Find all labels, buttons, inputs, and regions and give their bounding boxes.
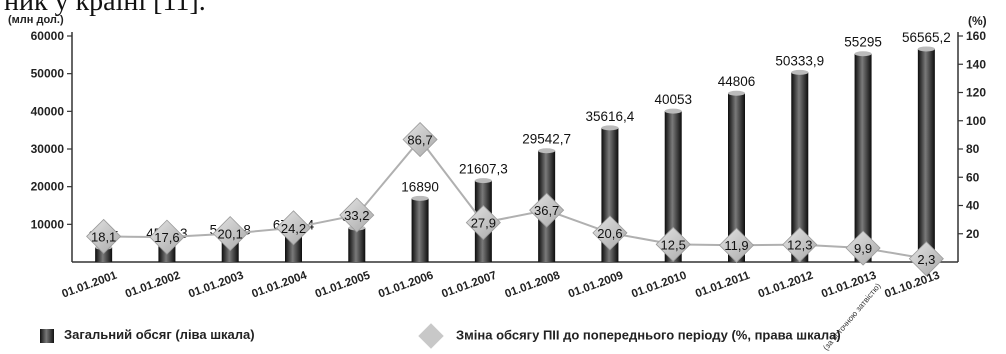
percent-value-label: 27,9 [471, 216, 496, 231]
category-label: 01.01.2011 [694, 269, 752, 300]
legend-diamond-swatch [418, 323, 444, 349]
bar-top-cap [474, 178, 492, 184]
bar-top-cap [664, 108, 682, 114]
percent-value-label: 86,7 [407, 133, 432, 148]
bar [791, 72, 809, 263]
percent-marker [402, 121, 438, 158]
percent-value-label: 12,5 [661, 237, 686, 252]
legend-item-line: Зміна обсягу ПІІ до попереднього періоду… [418, 323, 841, 349]
bar-value-label: 35616,4 [586, 109, 635, 124]
right-tick-label: 100 [966, 114, 986, 128]
bar [854, 53, 872, 262]
category-label: 01.10.2013 [883, 270, 941, 301]
category-label: 01.01.2001 [60, 269, 119, 300]
percent-value-label: 12,3 [787, 238, 812, 253]
percent-marker [212, 216, 248, 252]
right-tick-label: 40 [966, 199, 980, 213]
left-tick-label: 60000 [31, 29, 65, 43]
percent-marker [845, 230, 881, 266]
bar-value-label: 21607,3 [459, 162, 508, 177]
legend-bar-label: Загальний обсяг (ліва шкала) [64, 327, 255, 342]
percent-value-label: 33,2 [344, 208, 369, 223]
bar-value-label: 16890 [401, 179, 439, 194]
percent-marker [529, 192, 565, 228]
left-axis-unit: (млн дол.) [8, 14, 64, 26]
percent-marker [465, 205, 501, 241]
category-label: 01.01.2006 [377, 270, 435, 301]
bar-top-cap [854, 51, 872, 57]
category-label: 01.01.2008 [503, 269, 562, 300]
bar [664, 111, 682, 262]
legend-bar-swatch [40, 328, 54, 343]
percent-marker [782, 227, 818, 263]
category-label: 01.01.2005 [314, 269, 373, 300]
bar-top-cap [538, 148, 556, 154]
percent-value-label: 24,2 [281, 221, 306, 236]
percent-marker [275, 210, 312, 246]
bar [917, 48, 935, 263]
bar [95, 247, 113, 262]
percent-value-label: 18,1 [91, 229, 116, 244]
percent-marker [908, 241, 944, 277]
legend-item-bars: Загальний обсяг (ліва шкала) [40, 327, 255, 343]
category-label: 01.01.2012 [757, 270, 815, 301]
bar-value-label: 55295 [844, 35, 882, 50]
right-tick-label: 140 [966, 57, 986, 71]
right-tick-label: 80 [966, 142, 980, 156]
left-tick-label: 20000 [31, 180, 65, 194]
category-label: 01.01.2004 [250, 269, 309, 300]
bar [348, 227, 366, 262]
bar-value-label: 44806 [718, 74, 756, 89]
right-tick-label: 160 [966, 29, 986, 43]
left-tick-label: 10000 [31, 217, 65, 231]
category-label: 01.01.2002 [124, 270, 182, 301]
category-label: 01.01.2010 [630, 270, 688, 301]
percent-marker [149, 219, 185, 255]
legend-line-label: Зміна обсягу ПІІ до попереднього періоду… [456, 327, 841, 343]
right-tick-label: 60 [966, 170, 980, 184]
percent-marker [592, 215, 628, 251]
percent-marker [339, 197, 375, 233]
right-tick-label: 20 [966, 227, 980, 241]
left-tick-label: 40000 [31, 104, 65, 118]
bar-top-cap [411, 195, 429, 201]
percent-marker [718, 227, 755, 263]
bar-top-cap [791, 69, 809, 75]
percent-value-label: 11,9 [724, 238, 748, 253]
right-axis-unit: (%) [968, 14, 987, 28]
percent-value-label: 20,1 [218, 227, 243, 242]
header-text: ник у країні [11]. [4, 0, 206, 17]
bar-value-label: 56565,2 [902, 30, 951, 45]
percent-value-label: 36,7 [534, 203, 559, 218]
bar-value-label: 40053 [654, 92, 692, 107]
category-label: 01.01.2007 [440, 270, 498, 301]
bar-top-cap [728, 90, 745, 96]
bar [411, 198, 429, 262]
percent-value-label: 2,3 [917, 252, 935, 267]
category-label: 01.01.2003 [187, 270, 245, 301]
percent-marker [86, 218, 122, 254]
bar-top-cap [601, 125, 619, 131]
category-label: 01.01.2009 [567, 270, 625, 301]
percent-value-label: 20,6 [597, 226, 622, 241]
left-tick-label: 30000 [31, 142, 65, 156]
bar-top-cap [917, 46, 935, 52]
bar-value-label: 29542,7 [522, 132, 571, 147]
bar [285, 236, 302, 262]
left-tick-label: 50000 [31, 67, 65, 81]
bar [728, 93, 745, 262]
right-tick-label: 120 [966, 86, 986, 100]
percent-value-label: 9,9 [854, 241, 872, 256]
percent-marker [655, 226, 691, 262]
bar-value-label: 50333,9 [775, 53, 824, 68]
percent-value-label: 17,6 [154, 230, 179, 245]
